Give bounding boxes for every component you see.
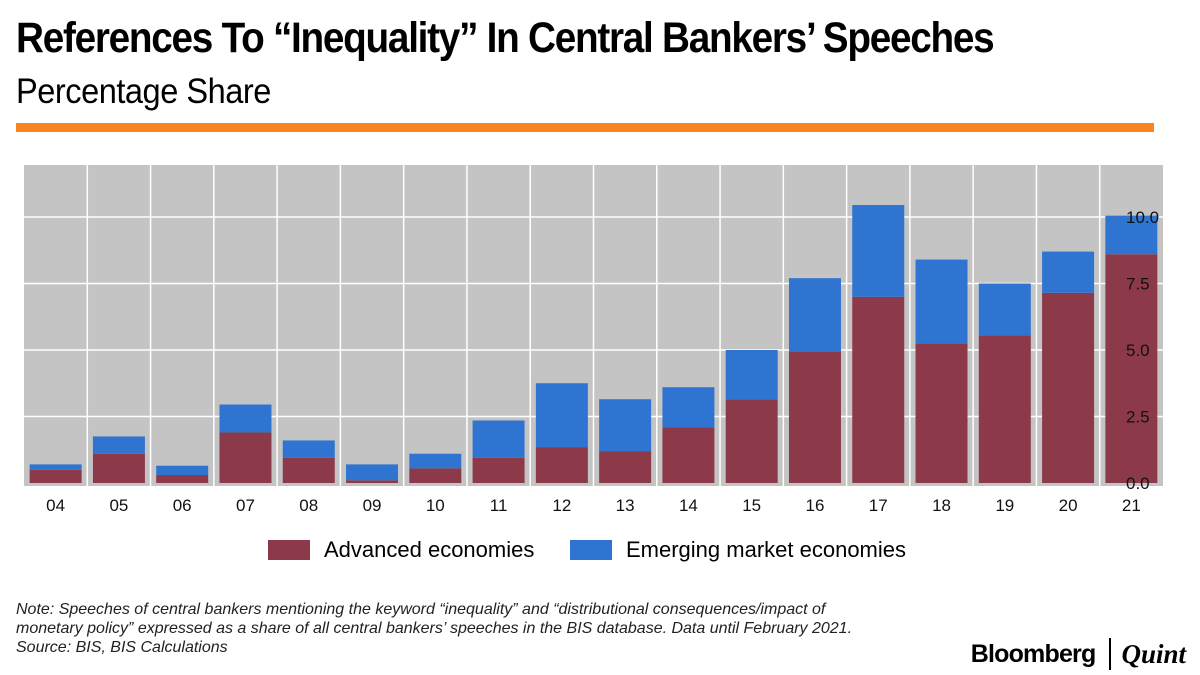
bar-segment-advanced [472,457,525,483]
x-tick-label: 18 [932,496,951,515]
bar-segment-advanced [29,469,82,483]
bar-segment-emerging [978,283,1031,336]
x-tick-label: 11 [490,496,508,515]
bar-segment-advanced [599,451,652,483]
bar-segment-advanced [915,343,968,483]
note-line: Source: BIS, BIS Calculations [16,639,228,656]
bar-segment-emerging [409,453,462,469]
bar-segment-advanced [409,468,462,483]
x-tick-label: 05 [109,496,128,515]
publisher-logo: Bloomberg Quint [971,638,1186,670]
x-tick-label: 12 [552,496,571,515]
bar-segment-emerging [915,259,968,344]
logo-bloomberg: Bloomberg [970,639,1097,668]
chart-legend: Advanced economies Emerging market econo… [0,537,1200,567]
legend-swatch-emerging [570,540,612,560]
x-tick-label: 20 [1059,496,1078,515]
bar-segment-emerging [852,205,905,297]
x-tick-label: 07 [236,496,255,515]
x-tick-label: 09 [363,496,382,515]
legend-label-emerging: Emerging market economies [626,537,907,562]
bar-segment-emerging [282,440,335,458]
y-tick-label: 0.0 [1126,474,1150,493]
bar-segment-advanced [1042,292,1095,483]
x-tick-label: 17 [869,496,888,515]
bar-segment-emerging [599,399,652,452]
x-tick-label: 14 [679,496,698,515]
bar-segment-advanced [156,475,209,483]
y-tick-label: 7.5 [1126,275,1150,294]
bar-segment-advanced [346,480,399,483]
bar-segment-emerging [346,464,399,481]
bar-segment-emerging [535,383,588,448]
x-tick-label: 16 [806,496,825,515]
bar-segment-emerging [92,436,145,454]
bar-segment-advanced [282,457,335,483]
bar-segment-emerging [29,464,82,470]
bar-segment-emerging [219,404,272,433]
y-tick-label: 10.0 [1126,208,1159,227]
title-accent-rule [16,123,1154,132]
x-tick-label: 06 [173,496,192,515]
chart-title: References To “Inequality” In Central Ba… [16,14,995,62]
note-line: monetary policy” expressed as a share of… [16,620,853,637]
x-tick-label: 19 [995,496,1014,515]
bar-segment-advanced [662,427,715,483]
x-tick-label: 08 [299,496,318,515]
legend-item-advanced: Advanced economies [268,537,534,563]
source-note: Note: Speeches of central bankers mentio… [16,600,946,657]
chart-subtitle: Percentage Share [16,72,271,111]
x-tick-label: 10 [426,496,445,515]
bar-segment-advanced [852,296,905,483]
bar-segment-advanced [725,399,778,483]
bar-segment-advanced [1105,254,1158,483]
bar-segment-advanced [219,432,272,483]
legend-item-emerging: Emerging market economies [570,537,906,563]
y-tick-label: 2.5 [1126,408,1150,427]
y-tick-label: 5.0 [1126,341,1150,360]
legend-swatch-advanced [268,540,310,560]
bar-segment-emerging [788,278,841,352]
bar-segment-emerging [1042,251,1095,293]
note-line: Note: Speeches of central bankers mentio… [16,601,826,618]
stacked-bar-chart: 04 05 06 07 08 09 10 11 12 13 14 15 16 17 18 19 20 21 0.0 2… [24,165,1163,515]
x-tick-label: 15 [742,496,761,515]
x-tick-label: 13 [616,496,635,515]
bar-segment-emerging [662,387,715,428]
logo-quint: Quint [1121,638,1186,669]
bar-segment-emerging [725,350,778,400]
bar-segment-advanced [535,447,588,483]
legend-label-advanced: Advanced economies [324,537,535,562]
bar-segment-advanced [788,351,841,483]
bar-segment-advanced [978,335,1031,483]
logo-divider [1109,638,1112,670]
bar-segment-emerging [1105,215,1158,255]
bar-segment-emerging [472,420,525,458]
bar-segment-advanced [92,453,145,483]
x-tick-label: 21 [1122,496,1141,515]
x-tick-label: 04 [46,496,65,515]
bar-segment-emerging [156,465,209,476]
